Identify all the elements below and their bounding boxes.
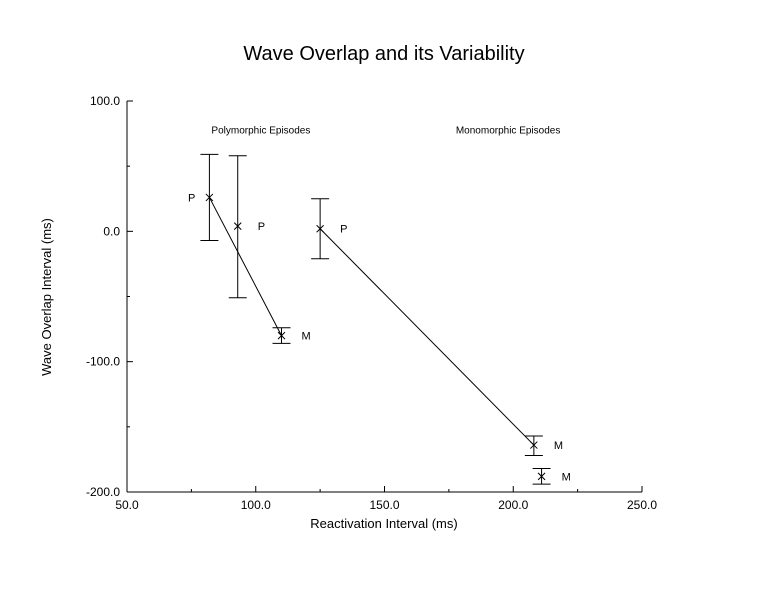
- point-marker: [529, 441, 538, 449]
- point-marker: [277, 331, 286, 340]
- axes: 50.0 100.0 150.0 200.0 250.0 100.0 0.0 -100.0 -2…: [86, 94, 657, 512]
- point-label: M: [554, 440, 563, 452]
- y-tick-label: -100.0: [86, 355, 120, 369]
- chart-title: Wave Overlap and its Variability: [243, 43, 524, 65]
- data-point: M: [524, 435, 563, 457]
- data-point: M: [532, 468, 571, 485]
- y-tick-label: 100.0: [90, 94, 120, 108]
- data-marks: P P M P M M: [188, 153, 571, 485]
- y-tick-label: 0.0: [103, 224, 120, 238]
- data-point: P: [311, 198, 347, 260]
- annotation-label: Monomorphic Episodes: [456, 126, 561, 137]
- trend-line: [208, 197, 282, 336]
- y-axis-label: Wave Overlap Interval (ms): [39, 218, 54, 376]
- point-label: M: [302, 331, 311, 343]
- point-marker: [537, 472, 546, 481]
- data-point: M: [272, 327, 311, 344]
- trend-line: [319, 228, 535, 446]
- annotations: Polymorphic Episodes Monomorphic Episodes: [211, 126, 560, 137]
- point-label: M: [562, 471, 571, 483]
- point-marker: [233, 222, 242, 230]
- point-label: P: [188, 192, 195, 204]
- data-point: P: [228, 155, 265, 299]
- point-marker: [316, 224, 324, 233]
- x-axis-label: Reactivation Interval (ms): [310, 516, 457, 531]
- point-marker: [205, 193, 214, 202]
- x-tick-label: 200.0: [498, 498, 528, 512]
- x-tick-label: 50.0: [115, 498, 139, 512]
- data-point: P: [188, 153, 219, 241]
- annotation-label: Polymorphic Episodes: [211, 126, 310, 137]
- x-tick-label: 150.0: [369, 498, 399, 512]
- x-tick-label: 100.0: [241, 498, 271, 512]
- point-label: P: [340, 224, 347, 236]
- x-tick-label: 250.0: [627, 498, 657, 512]
- y-tick-label: -200.0: [86, 485, 120, 499]
- point-label: P: [258, 221, 265, 233]
